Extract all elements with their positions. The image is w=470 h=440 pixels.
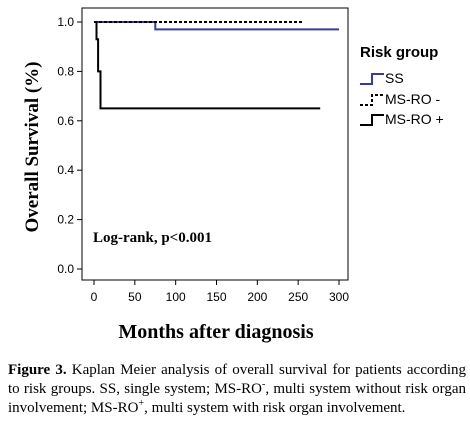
x-tick-label: 0: [91, 290, 98, 304]
x-axis: 0 50 100 150 200 250 300: [91, 280, 349, 304]
x-tick-label: 100: [166, 290, 186, 304]
y-tick-label: 0.6: [57, 114, 74, 128]
legend-title: Risk group: [360, 44, 438, 61]
y-axis-label: Overall Survival (%): [22, 62, 43, 233]
caption-sup-minus: -: [261, 379, 266, 390]
caption-text-2: , multi system without risk organ involv…: [8, 381, 466, 416]
y-tick-label: 0.0: [57, 262, 74, 276]
caption-text-3: , multi system with risk organ involveme…: [144, 400, 406, 416]
x-tick-label: 150: [206, 290, 226, 304]
caption-text-1: Kaplan Meier analysis of overall surviva…: [8, 362, 467, 397]
y-axis: 0.0 0.2 0.4 0.6 0.8 1.0: [57, 15, 82, 276]
y-tick-label: 0.2: [57, 213, 74, 227]
annotation-logrank: Log-rank, p<0.001: [93, 230, 212, 246]
x-tick-label: 300: [329, 290, 349, 304]
x-tick-label: 200: [247, 290, 267, 304]
legend-label-1: SS: [385, 70, 404, 86]
x-axis-label: Months after diagnosis: [118, 321, 313, 343]
legend: Risk group SS MS-RO - MS-RO +: [360, 44, 444, 127]
y-tick-label: 0.4: [57, 163, 74, 177]
y-tick-label: 0.8: [57, 64, 74, 78]
x-tick-label: 250: [288, 290, 308, 304]
legend-label-2: MS-RO -: [385, 91, 441, 107]
legend-swatch-3: [360, 114, 384, 126]
y-tick-label: 1.0: [57, 15, 74, 29]
series-line-1: [94, 21, 339, 31]
x-tick-label: 50: [128, 290, 142, 304]
caption-sup-plus: +: [138, 398, 145, 409]
survival-chart: 0.0 0.2 0.4 0.6 0.8 1.0 0 50 100 150 200 250 300 Lo…: [22, 7, 444, 343]
legend-swatch-1: [360, 73, 384, 85]
figure-caption: Figure 3. Kaplan Meier analysis of overa…: [8, 361, 466, 418]
survival-curves: [94, 21, 339, 110]
legend-swatch-2: [360, 94, 384, 106]
caption-label: Figure 3.: [8, 362, 67, 378]
series-line-3: [94, 21, 321, 110]
plot-frame: [81, 7, 349, 281]
legend-label-3: MS-RO +: [385, 111, 444, 127]
